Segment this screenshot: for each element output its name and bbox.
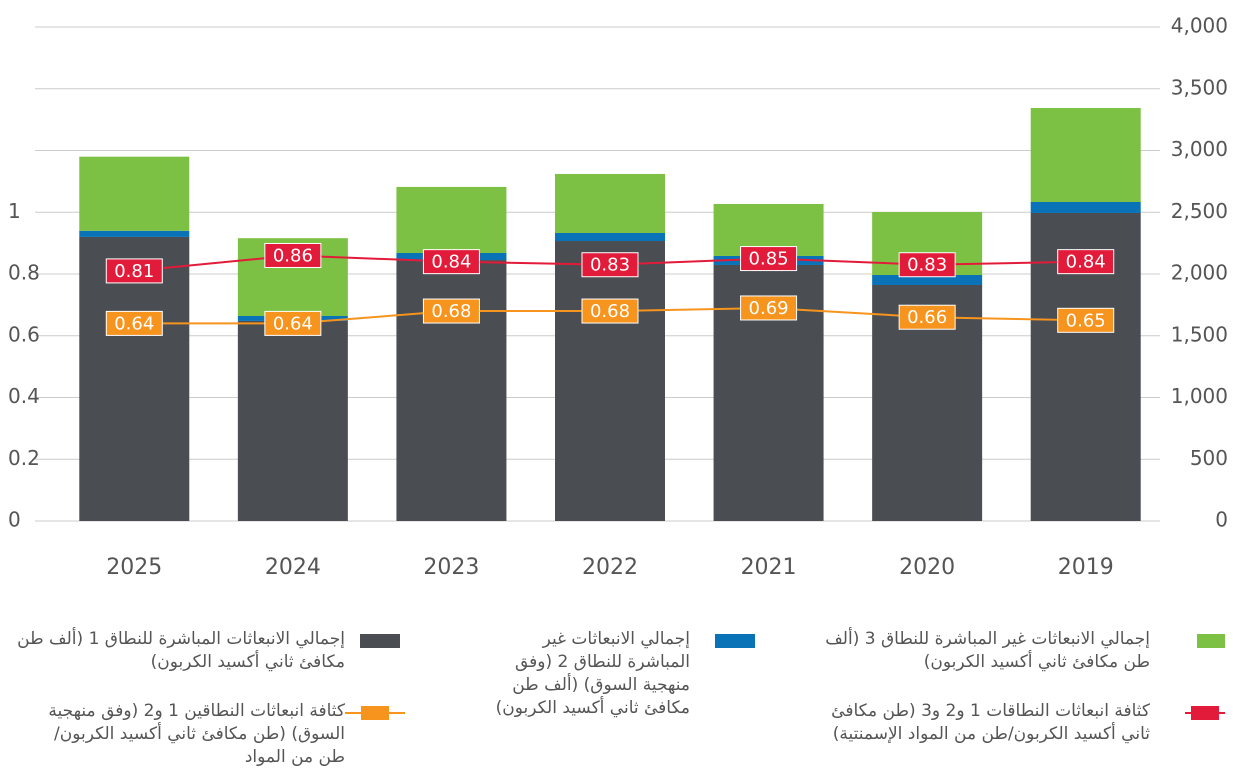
data-label: 0.84 — [431, 252, 471, 273]
bar-segment — [555, 232, 665, 242]
data-label: 0.64 — [114, 313, 154, 334]
legend-swatch — [1197, 634, 1225, 648]
data-label-box — [264, 242, 322, 268]
data-label: 0.85 — [749, 249, 789, 270]
y2-tick-label: 4,000 — [1171, 14, 1228, 38]
x-tick-label: 2024 — [265, 555, 321, 580]
legend-label: إجمالي الانبعاثات غير المباشرة للنطاق 3 … — [825, 629, 1150, 672]
bar-segment — [79, 156, 190, 231]
x-tick-label: 2020 — [899, 555, 955, 580]
data-label-box — [898, 304, 956, 330]
data-label: 0.68 — [431, 301, 471, 322]
bar-segment — [79, 230, 190, 237]
legend-label: إجمالي الانبعاثات المباشرة للنطاق 1 (ألف… — [17, 629, 345, 672]
x-tick-label: 2019 — [1058, 555, 1114, 580]
bar-segment — [1030, 201, 1141, 213]
data-label: 0.66 — [907, 307, 947, 328]
data-label: 0.83 — [590, 255, 630, 276]
data-label-box — [740, 295, 798, 321]
y-tick-label: 0 — [8, 508, 21, 532]
bar-segment — [237, 320, 348, 521]
y-tick-label: 0.4 — [8, 384, 40, 408]
y2-tick-label: 3,000 — [1171, 137, 1228, 161]
data-label: 0.68 — [590, 301, 630, 322]
data-label: 0.84 — [1066, 252, 1106, 273]
legend-label: كثافة انبعاثات النطاقات 1 و2 و3 (طن مكاف… — [831, 701, 1150, 744]
data-label: 0.81 — [114, 261, 154, 282]
bar-segment — [79, 236, 190, 521]
data-label: 0.69 — [749, 298, 789, 319]
y-tick-label: 0.8 — [8, 261, 40, 285]
y2-tick-label: 1,000 — [1171, 384, 1228, 408]
bar-segment — [555, 241, 665, 521]
data-label-box — [581, 298, 639, 324]
bar-segment — [396, 186, 507, 254]
data-label-box — [105, 258, 163, 284]
y2-tick-label: 3,500 — [1171, 75, 1228, 99]
data-label-box — [581, 252, 639, 278]
legend-swatch — [715, 634, 755, 648]
y-tick-label: 0.2 — [8, 446, 40, 470]
y2-tick-label: 2,000 — [1171, 261, 1228, 285]
data-label-box — [422, 249, 480, 275]
data-label-box — [1057, 249, 1115, 275]
data-label: 0.65 — [1066, 310, 1106, 331]
bar-segment — [1030, 108, 1141, 202]
legend-swatch — [361, 706, 389, 720]
data-label-box — [898, 252, 956, 278]
y2-tick-label: 0 — [1215, 508, 1228, 532]
data-label: 0.83 — [907, 255, 947, 276]
legend-label: كثافة انبعاثات النطاقين 1 و2 (وفق منهجية… — [48, 701, 345, 767]
legend-label: إجمالي الانبعاثات غير المباشرة للنطاق 2 … — [495, 629, 690, 718]
bar-segment — [872, 274, 983, 285]
x-tick-label: 2025 — [106, 555, 162, 580]
data-label: 0.86 — [273, 245, 313, 266]
x-tick-label: 2021 — [741, 555, 797, 580]
data-label: 0.64 — [273, 313, 313, 334]
data-label-box — [422, 298, 480, 324]
y2-tick-label: 500 — [1190, 446, 1228, 470]
data-label-box — [740, 246, 798, 272]
data-label-box — [105, 310, 163, 336]
y-tick-label: 0.6 — [8, 322, 40, 346]
y2-tick-label: 2,500 — [1171, 199, 1228, 223]
x-tick-label: 2022 — [582, 555, 638, 580]
x-tick-label: 2023 — [423, 555, 479, 580]
bar-segment — [555, 173, 665, 233]
data-label-box — [264, 310, 322, 336]
y2-tick-label: 1,500 — [1171, 322, 1228, 346]
y-tick-label: 1 — [8, 199, 21, 223]
legend-swatch — [1191, 706, 1219, 720]
data-label-box — [1057, 307, 1115, 333]
legend-swatch — [360, 634, 400, 648]
